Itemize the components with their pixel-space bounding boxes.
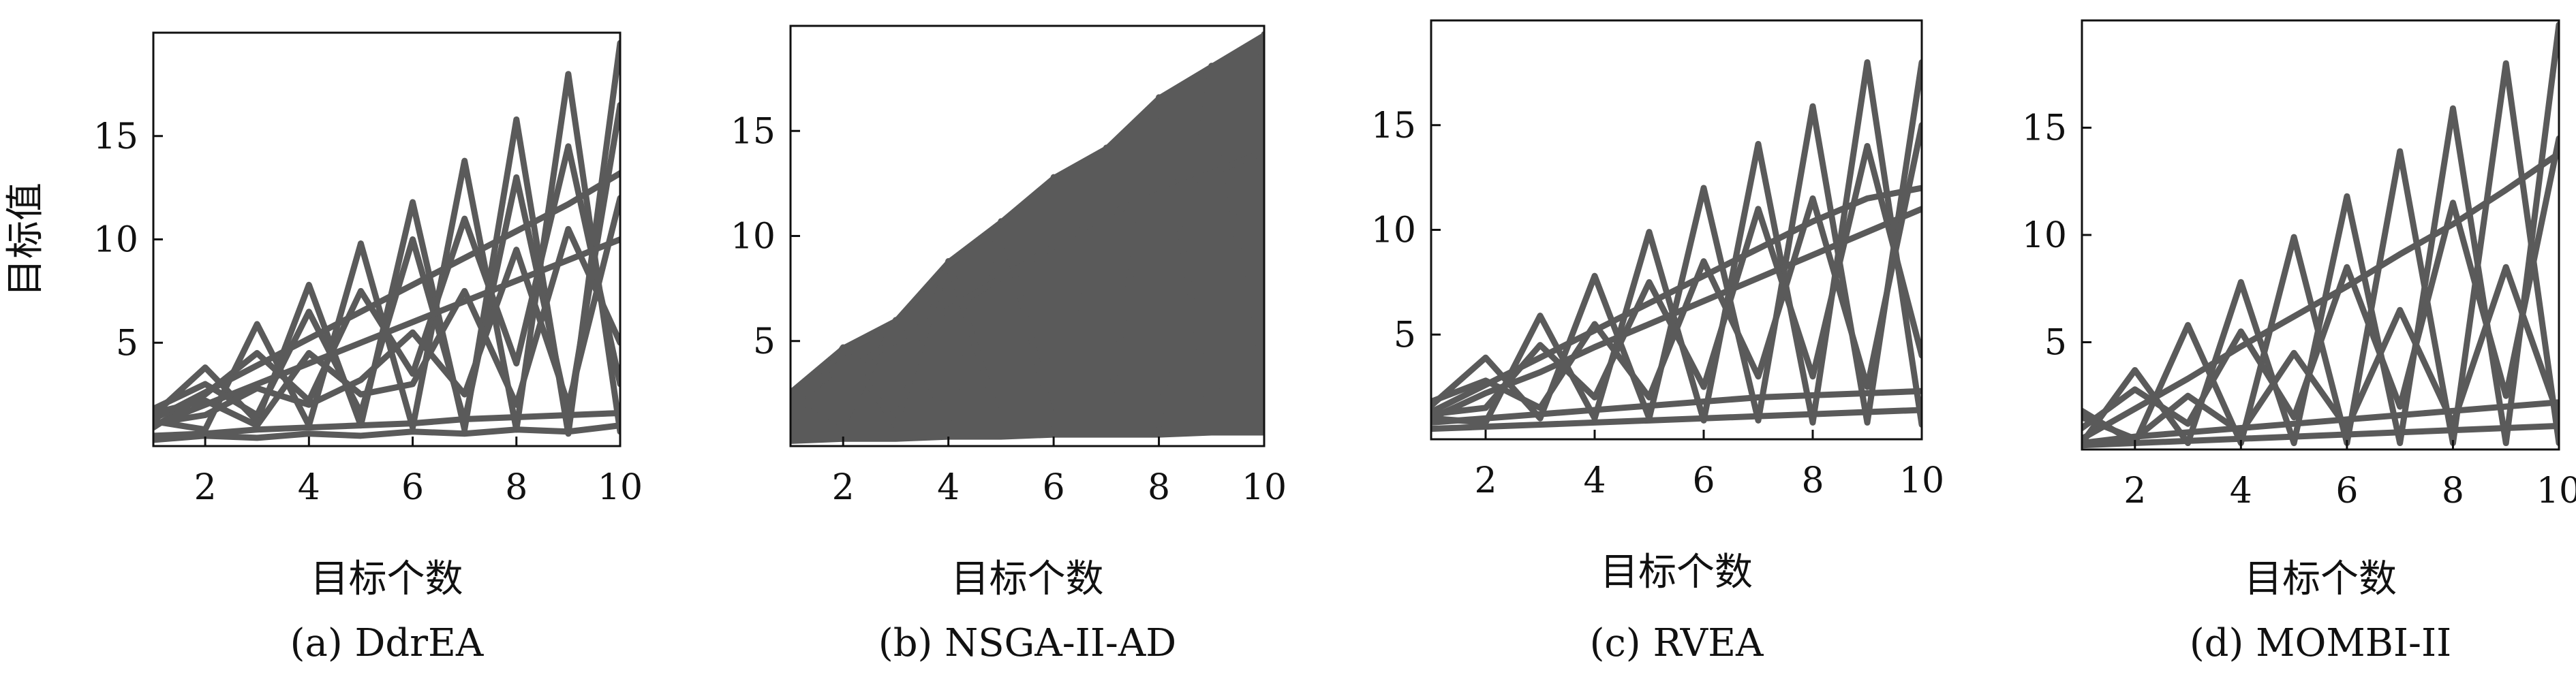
- y-tick-label: 15: [1371, 106, 1416, 146]
- series-line: [153, 236, 620, 429]
- panel-c: 2 4 6 8 10 5 10 15 目标个数 (c) RVEA: [1288, 0, 1944, 679]
- x-tick-label: 10: [2536, 471, 2576, 511]
- series-line: [2082, 399, 2559, 447]
- y-tick-label: 15: [731, 111, 776, 152]
- subplot-caption-a: (a) DdrEA: [290, 621, 484, 665]
- y-tick-label: 5: [116, 323, 138, 364]
- envelope-area: [791, 31, 1264, 444]
- x-tick-label: 2: [2123, 471, 2146, 511]
- panel-a: 2 4 6 8 10 5 10 15 目标个数 (a) DdrEA 目标值: [0, 0, 644, 679]
- subplot-caption-c: (c) RVEA: [1589, 621, 1764, 665]
- panel-d: 2 4 6 8 10 5 10 15 目标个数 (d) MOMBI-II: [1932, 0, 2576, 679]
- chart-c: 2 4 6 8 10 5 10 15: [1371, 19, 1944, 501]
- x-axis-label-a: 目标个数: [310, 557, 463, 601]
- y-tick-label: 10: [1371, 210, 1416, 251]
- x-tick-label: 2: [1474, 460, 1497, 501]
- series-line: [2082, 21, 2559, 447]
- x-tick-label: 10: [1242, 467, 1287, 508]
- x-axis-label-d: 目标个数: [2244, 557, 2397, 601]
- series-line: [2082, 264, 2559, 442]
- x-tick-label: 6: [1692, 460, 1715, 501]
- x-tick-label: 4: [298, 467, 320, 508]
- series-line: [153, 40, 620, 437]
- plot-frame: [2081, 19, 2560, 451]
- x-tick-label: 4: [937, 467, 960, 508]
- panel-b: 2 4 6 8 10 5 10 15 目标个数 (b) NSGA-II-AD: [644, 0, 1288, 679]
- y-tick-label: 10: [93, 220, 138, 261]
- data-layer: [1431, 59, 1922, 432]
- x-tick-label: 8: [505, 467, 527, 508]
- series-line: [2082, 150, 2559, 442]
- chart-d: 2 4 6 8 10 5 10 15: [2022, 19, 2576, 511]
- series-line: [1431, 206, 1922, 422]
- series-line: [1431, 59, 1922, 428]
- chart-a: 2 4 6 8 10 5 10 15: [93, 31, 643, 508]
- data-layer: [2082, 21, 2559, 449]
- x-tick-label: 4: [1583, 460, 1606, 501]
- data-layer: [153, 40, 620, 443]
- series-line: [1431, 143, 1922, 417]
- series-line: [1431, 407, 1922, 432]
- x-tick-label: 8: [2442, 471, 2464, 511]
- subplot-caption-b: (b) NSGA-II-AD: [878, 621, 1177, 665]
- data-layer: [791, 31, 1264, 444]
- series-line: [791, 31, 1264, 428]
- series-line: [153, 225, 620, 429]
- chart-b: 2 4 6 8 10 5 10 15: [731, 25, 1287, 508]
- x-tick-label: 6: [401, 467, 424, 508]
- series-line: [2082, 422, 2559, 449]
- x-tick-label: 6: [2335, 471, 2358, 511]
- series-line: [1431, 185, 1922, 415]
- y-tick-label: 10: [731, 217, 776, 257]
- x-tick-label: 2: [194, 467, 217, 508]
- series-line: [153, 101, 620, 425]
- series-line: [153, 422, 620, 443]
- x-tick-label: 4: [2230, 471, 2252, 511]
- x-tick-label: 6: [1043, 467, 1065, 508]
- series-line: [1431, 122, 1922, 411]
- x-axis-label-c: 目标个数: [1600, 550, 1753, 595]
- y-tick-label: 5: [1394, 315, 1416, 356]
- x-tick-label: 10: [598, 467, 643, 508]
- x-tick-label: 8: [1148, 467, 1170, 508]
- series-line: [153, 170, 620, 423]
- subplot-caption-d: (d) MOMBI-II: [2189, 621, 2452, 665]
- y-tick-label: 5: [753, 321, 776, 362]
- y-axis-label: 目标值: [3, 182, 48, 297]
- y-tick-label: 15: [2022, 108, 2067, 149]
- x-tick-label: 2: [832, 467, 855, 508]
- y-tick-label: 15: [93, 116, 138, 157]
- x-axis-label-b: 目标个数: [951, 557, 1104, 601]
- series-line: [791, 148, 1264, 418]
- x-tick-label: 10: [1899, 460, 1944, 501]
- x-tick-label: 8: [1801, 460, 1824, 501]
- series-line: [1431, 388, 1922, 426]
- y-tick-label: 5: [2044, 323, 2067, 364]
- y-tick-label: 10: [2022, 215, 2067, 256]
- series-line: [2082, 135, 2559, 431]
- series-line: [153, 409, 620, 439]
